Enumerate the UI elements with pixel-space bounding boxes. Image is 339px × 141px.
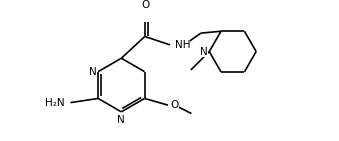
Text: O: O [141,0,150,10]
Text: N: N [200,47,207,57]
Text: N: N [118,115,125,125]
Text: H₂N: H₂N [45,98,65,108]
Text: NH: NH [175,40,191,50]
Text: N: N [89,67,97,77]
Text: O: O [171,100,179,110]
